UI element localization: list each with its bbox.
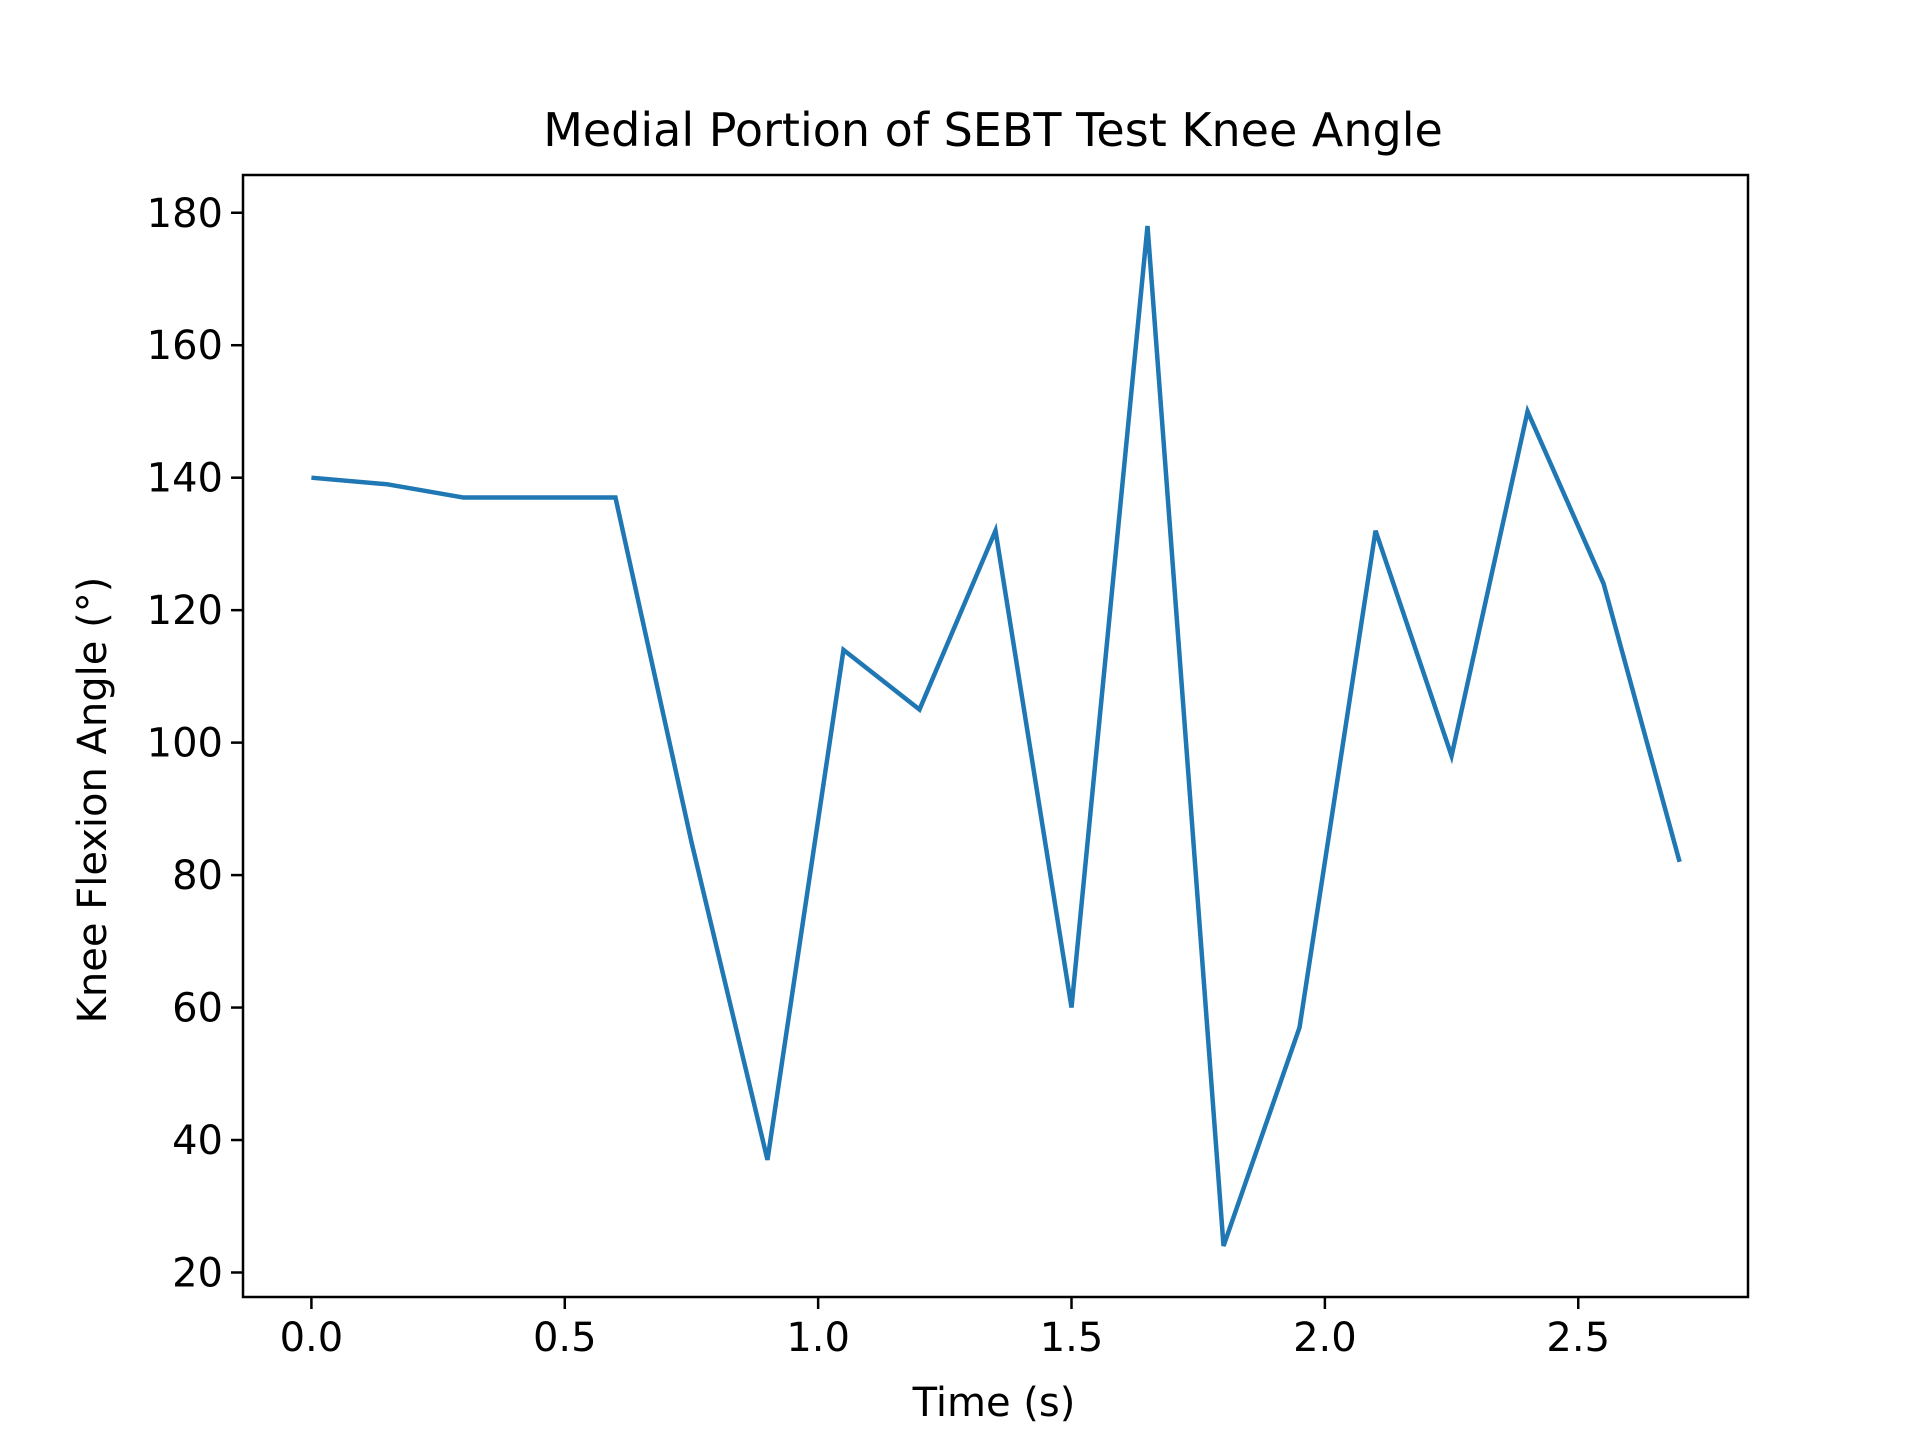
knee-angle-series-line — [311, 225, 1682, 1247]
y-tick-label: 80 — [172, 853, 223, 899]
x-tick-label: 1.5 — [1040, 1315, 1104, 1361]
x-tick-label: 0.0 — [280, 1315, 344, 1361]
plot-area-frame — [241, 173, 1750, 1299]
y-tick-label: 180 — [147, 191, 223, 237]
series-layer — [311, 225, 1682, 1247]
x-tick-label: 0.5 — [533, 1315, 597, 1361]
y-tick-label: 100 — [147, 721, 223, 767]
y-tick-label: 60 — [172, 986, 223, 1032]
y-tick-label: 160 — [147, 323, 223, 369]
x-tick-label: 2.5 — [1546, 1315, 1610, 1361]
x-tick-label: 2.0 — [1293, 1315, 1357, 1361]
y-tick-label: 140 — [147, 456, 223, 502]
y-tick-label: 40 — [172, 1118, 223, 1164]
y-tick-label: 120 — [147, 588, 223, 634]
y-tick-label: 20 — [172, 1250, 223, 1296]
x-tick-label: 1.0 — [786, 1315, 850, 1361]
x-axis-label: Time (s) — [912, 1380, 1076, 1426]
y-axis-ticks: 20 40 60 80 100 120 140 160 180 — [147, 191, 243, 1296]
x-axis-ticks: 0.0 0.5 1.0 1.5 2.0 2.5 — [280, 1297, 1610, 1361]
y-axis-label: Knee Flexion Angle (°) — [70, 577, 116, 1024]
chart-title: Medial Portion of SEBT Test Knee Angle — [543, 103, 1443, 157]
